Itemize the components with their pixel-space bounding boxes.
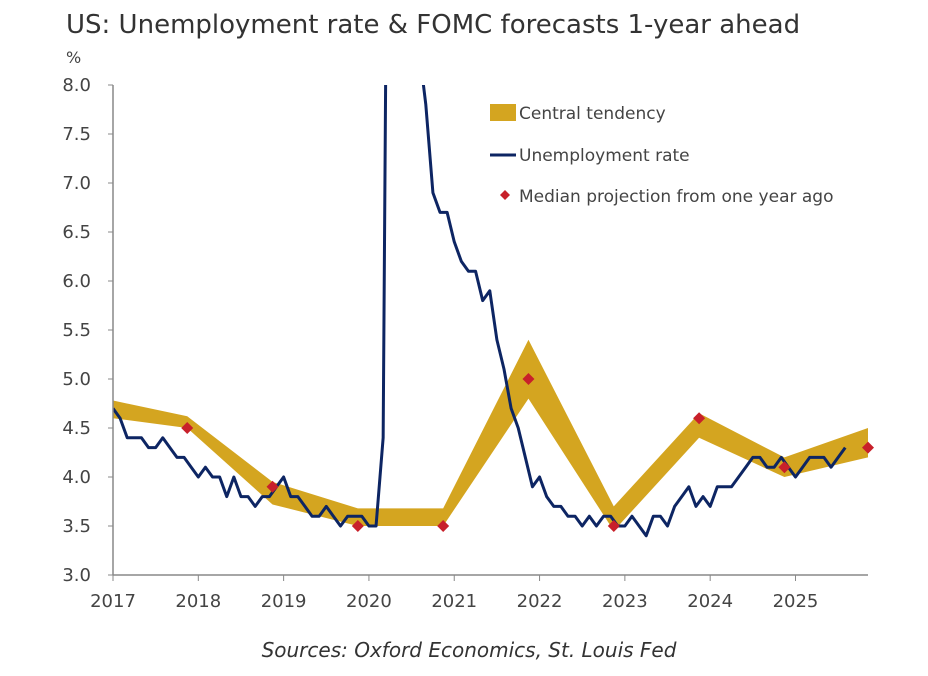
y-tick-label: 5.0 bbox=[62, 369, 91, 390]
y-tick-label: 3.0 bbox=[62, 565, 91, 586]
median-projection-marker bbox=[437, 520, 450, 532]
legend-label-central-tendency: Central tendency bbox=[519, 104, 666, 124]
median-projection-marker bbox=[693, 412, 706, 425]
legend: Central tendency Unemployment rate Median … bbox=[490, 104, 833, 207]
legend-label-median-projection: Median projection from one year ago bbox=[519, 187, 833, 207]
legend-label-unemployment-rate: Unemployment rate bbox=[519, 146, 690, 166]
median-projection-marker bbox=[607, 520, 620, 532]
legend-swatch-median-projection bbox=[500, 190, 510, 200]
y-tick-label: 4.5 bbox=[62, 418, 91, 439]
y-tick-label: 8.0 bbox=[62, 75, 91, 96]
source-note: Sources: Oxford Economics, St. Louis Fed bbox=[261, 638, 677, 662]
x-tick-label: 2020 bbox=[346, 591, 392, 612]
x-tick-label: 2025 bbox=[773, 591, 819, 612]
y-tick-label: 7.5 bbox=[62, 124, 91, 145]
y-tick-label: 4.0 bbox=[62, 467, 91, 488]
x-tick-label: 2018 bbox=[175, 591, 221, 612]
y-tick-label: 5.5 bbox=[62, 320, 91, 341]
y-axis-unit: % bbox=[66, 48, 82, 67]
median-projection-marker bbox=[778, 461, 791, 474]
median-projection-marker bbox=[266, 480, 279, 493]
x-tick-label: 2017 bbox=[90, 591, 136, 612]
unemployment-rate-line bbox=[113, 85, 847, 538]
x-tick-label: 2019 bbox=[261, 591, 307, 612]
chart-title: US: Unemployment rate & FOMC forecasts 1… bbox=[66, 10, 801, 40]
median-projection-marker bbox=[522, 373, 535, 385]
x-tick-label: 2024 bbox=[687, 591, 733, 612]
median-projection-marker bbox=[181, 422, 194, 434]
x-tick-label: 2023 bbox=[602, 591, 648, 612]
y-tick-label: 7.0 bbox=[62, 173, 91, 194]
y-tick-label: 6.0 bbox=[62, 271, 91, 292]
y-tick-label: 6.5 bbox=[62, 222, 91, 243]
x-tick-label: 2022 bbox=[517, 591, 563, 612]
legend-swatch-central-tendency bbox=[490, 104, 516, 121]
median-projection-marker bbox=[351, 520, 364, 532]
x-tick-label: 2021 bbox=[431, 591, 477, 612]
median-projection-marker bbox=[862, 441, 874, 454]
y-tick-label: 3.5 bbox=[62, 516, 91, 537]
central-tendency-band bbox=[113, 339, 868, 531]
